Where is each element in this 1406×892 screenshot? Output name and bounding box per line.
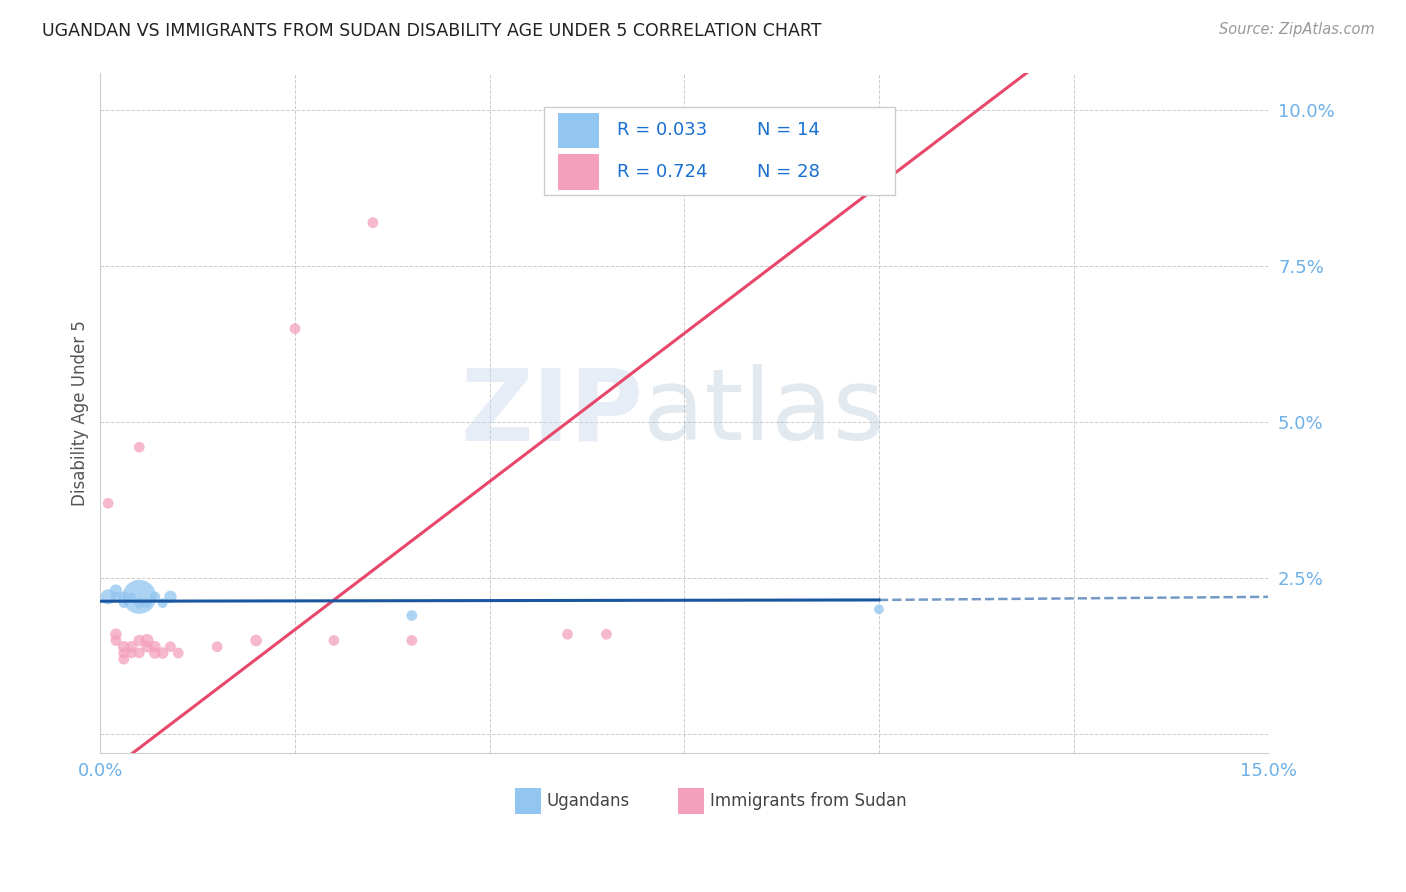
Point <box>121 646 143 660</box>
Point <box>136 633 159 648</box>
Point <box>143 590 166 604</box>
Point <box>112 590 135 604</box>
Bar <box>515 789 541 814</box>
Point <box>152 596 174 610</box>
Y-axis label: Disability Age Under 5: Disability Age Under 5 <box>72 320 89 506</box>
Bar <box>558 112 599 148</box>
Point <box>361 216 384 230</box>
Point <box>121 640 143 654</box>
FancyBboxPatch shape <box>544 107 894 195</box>
Point <box>112 652 135 666</box>
Point <box>128 590 150 604</box>
Point <box>136 640 159 654</box>
Point <box>128 596 150 610</box>
Point <box>401 608 423 623</box>
Text: UGANDAN VS IMMIGRANTS FROM SUDAN DISABILITY AGE UNDER 5 CORRELATION CHART: UGANDAN VS IMMIGRANTS FROM SUDAN DISABIL… <box>42 22 821 40</box>
Point <box>104 633 127 648</box>
Text: Source: ZipAtlas.com: Source: ZipAtlas.com <box>1219 22 1375 37</box>
Point <box>97 496 120 510</box>
Point <box>104 583 127 598</box>
Point <box>868 602 890 616</box>
Point <box>205 640 228 654</box>
Point <box>152 646 174 660</box>
Text: N = 14: N = 14 <box>756 121 820 139</box>
Point <box>868 160 890 174</box>
Point <box>159 640 181 654</box>
Point <box>557 627 579 641</box>
Point <box>97 590 120 604</box>
Point <box>128 633 150 648</box>
Bar <box>679 789 704 814</box>
Text: Ugandans: Ugandans <box>547 792 630 810</box>
Point <box>143 646 166 660</box>
Point <box>159 590 181 604</box>
Text: N = 28: N = 28 <box>756 163 820 181</box>
Point <box>167 646 190 660</box>
Point <box>136 596 159 610</box>
Bar <box>558 154 599 190</box>
Point <box>245 633 267 648</box>
Point <box>112 596 135 610</box>
Point <box>104 627 127 641</box>
Point <box>112 646 135 660</box>
Text: R = 0.724: R = 0.724 <box>617 163 707 181</box>
Point <box>595 627 617 641</box>
Text: Immigrants from Sudan: Immigrants from Sudan <box>710 792 907 810</box>
Point <box>121 590 143 604</box>
Point <box>128 646 150 660</box>
Point <box>112 640 135 654</box>
Point <box>128 440 150 454</box>
Text: atlas: atlas <box>644 364 884 461</box>
Point <box>401 633 423 648</box>
Point <box>104 590 127 604</box>
Text: ZIP: ZIP <box>461 364 644 461</box>
Point <box>323 633 346 648</box>
Point <box>284 321 307 335</box>
Point <box>143 640 166 654</box>
Text: R = 0.033: R = 0.033 <box>617 121 707 139</box>
